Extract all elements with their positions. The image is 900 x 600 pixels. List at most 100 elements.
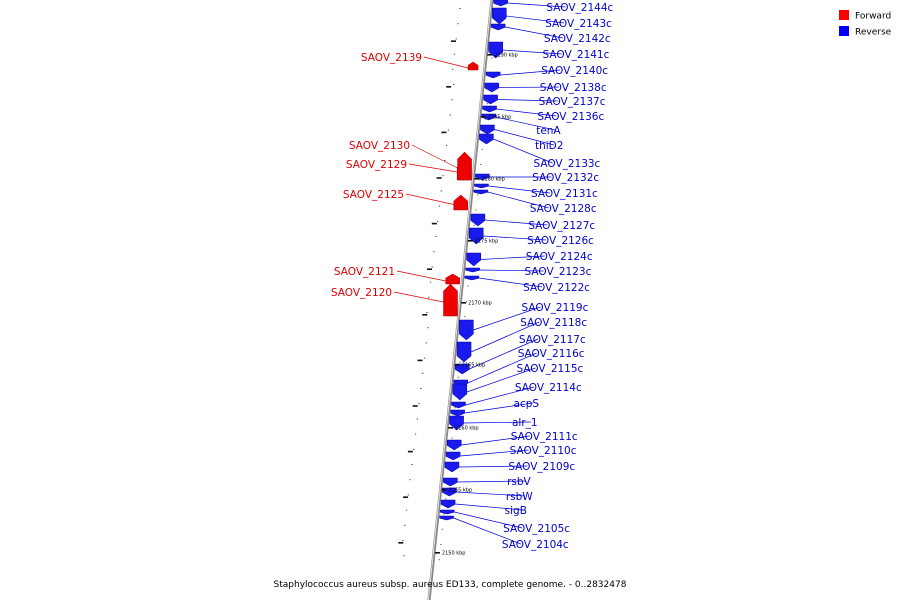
scale-tick <box>441 489 447 491</box>
reverse-gene-label[interactable]: SAOV_2140c <box>541 65 608 77</box>
reverse-leader-line <box>458 465 528 468</box>
reverse-gene-feature <box>439 515 454 521</box>
reverse-gene-label[interactable]: SAOV_2122c <box>523 282 590 294</box>
tick-mark <box>440 544 442 545</box>
tick-mark <box>450 40 456 42</box>
reverse-gene-label[interactable]: SAOV_2117c <box>519 334 586 346</box>
reverse-leader-line <box>483 235 547 241</box>
reverse-gene-label[interactable]: SAOV_2132c <box>532 172 599 184</box>
tick-mark <box>449 114 451 116</box>
tick-mark <box>442 175 444 177</box>
scale-label: 2185 kbp <box>488 115 512 121</box>
reverse-gene-label[interactable]: SAOV_2141c <box>543 49 610 61</box>
tick-mark <box>481 148 483 150</box>
reverse-leader-line <box>484 219 548 226</box>
reverse-gene-label[interactable]: SAOV_2104c <box>502 539 569 551</box>
reverse-gene-feature <box>480 124 495 135</box>
reverse-gene-label[interactable]: SAOV_2137c <box>539 96 606 108</box>
tick-mark <box>420 388 422 389</box>
reverse-gene-label[interactable]: thiD2 <box>535 140 563 152</box>
reverse-leader-line <box>470 321 540 353</box>
tick-mark <box>446 86 452 88</box>
tick-mark <box>447 129 450 131</box>
tick-mark <box>467 285 469 287</box>
forward-gene-label[interactable]: SAOV_2129 <box>346 159 407 171</box>
tick-mark <box>465 300 468 302</box>
reverse-gene-label[interactable]: SAOV_2126c <box>527 235 594 247</box>
reverse-gene-label[interactable]: SAOV_2131c <box>531 188 598 200</box>
reverse-gene-label[interactable]: SAOV_2118c <box>520 317 587 329</box>
reverse-gene-label[interactable]: SAOV_2144c <box>546 2 613 14</box>
reverse-gene-label[interactable]: SAOV_2127c <box>528 220 595 232</box>
reverse-leader-line <box>498 86 559 88</box>
tick-mark <box>403 496 409 498</box>
reverse-gene-label[interactable]: acpS <box>514 398 540 410</box>
scale-label: 2155 kbp <box>449 488 473 494</box>
reverse-gene-label[interactable]: SAOV_2133c <box>533 158 600 170</box>
reverse-gene-label[interactable]: SAOV_2128c <box>530 203 597 215</box>
tick-mark <box>478 179 480 181</box>
tick-mark <box>433 251 435 253</box>
tick-mark <box>404 524 406 526</box>
forward-leader-line <box>411 144 458 169</box>
reverse-gene-label[interactable]: SAOV_2119c <box>522 302 589 314</box>
reverse-gene-label[interactable]: SAOV_2116c <box>518 348 585 360</box>
tick-mark <box>438 559 440 561</box>
tick-mark <box>407 450 413 453</box>
reverse-gene-label[interactable]: SAOV_2123c <box>525 266 592 278</box>
reverse-gene-label[interactable]: SAOV_2115c <box>516 363 583 375</box>
tick-mark <box>445 144 448 146</box>
reverse-gene-label[interactable]: SAOV_2143c <box>545 18 612 30</box>
tick-mark <box>459 8 461 9</box>
reverse-gene-label[interactable]: SAOV_2111c <box>511 431 578 443</box>
reverse-gene-label[interactable]: SAOV_2110c <box>510 445 577 457</box>
tick-mark <box>438 205 441 207</box>
reverse-gene-feature <box>474 183 489 189</box>
reverse-gene-label[interactable]: SAOV_2138c <box>540 82 607 94</box>
reverse-gene-label[interactable]: SAOV_2124c <box>526 251 593 263</box>
forward-leader-line <box>393 291 444 303</box>
reverse-gene-label[interactable]: SAOV_2114c <box>515 382 582 394</box>
scale-tick <box>480 116 486 118</box>
forward-gene-label[interactable]: SAOV_2130 <box>349 140 410 152</box>
reverse-gene-label[interactable]: SAOV_2142c <box>544 33 611 45</box>
backbone-highlight <box>427 0 492 600</box>
forward-gene-label[interactable]: SAOV_2139 <box>361 52 422 64</box>
reverse-gene-label[interactable]: sigB <box>505 505 527 517</box>
backbone-line <box>427 0 494 600</box>
tick-mark <box>412 405 418 407</box>
reverse-leader-line <box>466 367 536 393</box>
reverse-gene-feature <box>493 0 508 7</box>
reverse-leader-line <box>479 269 544 272</box>
tick-mark <box>407 494 409 496</box>
forward-gene-label[interactable]: SAOV_2120 <box>331 287 392 299</box>
reverse-gene-feature <box>485 71 501 79</box>
gene-labels: SAOV_2139 SAOV_2130 SAOV_2129 SAOV_2125 SAOV… <box>331 2 614 551</box>
reverse-gene-label[interactable]: SAOV_2136c <box>537 111 604 123</box>
tick-mark <box>475 209 477 211</box>
tick-mark <box>423 357 426 359</box>
reverse-leader-line <box>506 15 565 24</box>
reverse-gene-feature <box>443 477 458 487</box>
reverse-leader-line <box>495 116 556 131</box>
tick-mark <box>451 99 453 101</box>
reverse-gene-label[interactable]: SAOV_2109c <box>508 461 575 473</box>
reverse-gene-label[interactable]: rsbV <box>507 476 531 488</box>
tick-mark <box>435 236 437 237</box>
label-leader-lines <box>393 2 566 545</box>
tick-mark <box>454 407 456 409</box>
tick-mark <box>425 342 427 344</box>
scale-labels: 2190 kbp 2185 kbp 2180 kbp 2175 kbp 2170 kbp… <box>434 53 518 557</box>
legend-label: Reverse <box>855 28 892 38</box>
forward-gene-label[interactable]: SAOV_2121 <box>334 266 395 278</box>
forward-gene-label[interactable]: SAOV_2125 <box>343 189 404 201</box>
reverse-leader-line <box>463 421 531 424</box>
scale-tick <box>474 178 480 180</box>
reverse-gene-feature <box>444 461 460 473</box>
reverse-gene-label[interactable]: SAOV_2105c <box>503 523 570 535</box>
tick-mark <box>445 498 447 500</box>
tick-mark <box>457 23 459 25</box>
reverse-gene-label[interactable]: tenA <box>536 125 561 137</box>
reverse-gene-label[interactable]: alr_1 <box>512 417 538 429</box>
reverse-gene-label[interactable]: rsbW <box>506 491 533 503</box>
